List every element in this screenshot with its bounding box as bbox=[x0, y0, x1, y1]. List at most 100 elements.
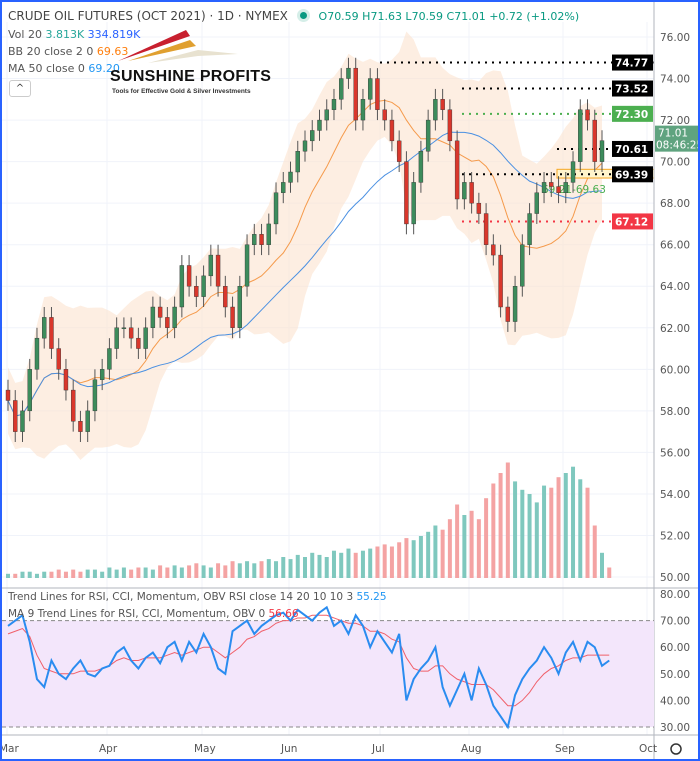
volume-bar bbox=[534, 502, 539, 578]
price-tick: 54.00 bbox=[660, 489, 690, 501]
volume-bar bbox=[165, 567, 170, 578]
rsi-line bbox=[7, 605, 610, 730]
volume-bar bbox=[237, 563, 242, 578]
volume-bar bbox=[27, 571, 32, 578]
candle bbox=[201, 275, 206, 297]
candle bbox=[56, 348, 61, 370]
candle bbox=[367, 78, 373, 100]
candle bbox=[5, 389, 11, 401]
last-price: 71.01 bbox=[658, 128, 688, 140]
volume-bar bbox=[92, 569, 97, 578]
volume-bar bbox=[172, 565, 177, 578]
volume-bar bbox=[310, 552, 315, 578]
candle bbox=[534, 192, 540, 214]
candle bbox=[194, 286, 199, 297]
legend-label: BB 20 close 2 0 bbox=[8, 45, 94, 58]
price-label: 72.30 bbox=[615, 109, 648, 121]
price-tick: 56.00 bbox=[660, 447, 690, 459]
rsi-tick: 40.00 bbox=[660, 695, 690, 707]
volume-bar bbox=[187, 565, 192, 578]
candle bbox=[143, 327, 148, 349]
volume-bar bbox=[136, 567, 141, 578]
legend-ma[interactable]: MA 50 close 0 69.20 bbox=[8, 62, 120, 75]
volume-bar bbox=[556, 477, 561, 578]
volume-bar bbox=[404, 538, 409, 578]
legend-rsi-ma[interactable]: MA 9 Trend Lines for RSI, CCI, Momentum,… bbox=[8, 608, 299, 620]
legend-bb[interactable]: BB 20 close 2 0 69.63 bbox=[8, 45, 128, 58]
volume-bar bbox=[418, 536, 423, 578]
volume-bar bbox=[85, 569, 90, 578]
candle bbox=[288, 171, 293, 183]
volume-bar bbox=[433, 525, 438, 578]
volume-bar bbox=[252, 563, 257, 578]
volume-bar bbox=[375, 546, 380, 578]
price-label-bg bbox=[612, 213, 653, 230]
volume-bar bbox=[542, 485, 547, 578]
collapse-legend-button[interactable]: ^ bbox=[9, 80, 31, 97]
last-price-bg bbox=[655, 125, 698, 152]
price-tick: 76.00 bbox=[660, 32, 690, 44]
legend-value: 69.20 bbox=[88, 62, 120, 75]
legend-volume[interactable]: Vol 20 3.813K 334.819K bbox=[8, 28, 140, 41]
volume-bar bbox=[353, 552, 358, 578]
price-label: 67.12 bbox=[615, 216, 648, 228]
candle bbox=[549, 182, 554, 187]
volume-bar bbox=[368, 548, 373, 578]
price-label: 69.39 bbox=[615, 169, 648, 181]
volume-bar bbox=[208, 567, 213, 578]
bb-basis-line bbox=[7, 99, 603, 417]
candle bbox=[469, 182, 474, 204]
price-label: 70.61 bbox=[615, 144, 648, 156]
volume-bar bbox=[245, 561, 250, 578]
candle bbox=[302, 140, 308, 152]
legend-label: Trend Lines for RSI, CCI, Momentum, OBV … bbox=[8, 591, 354, 603]
price-label: 73.52 bbox=[615, 84, 648, 96]
volume-bar bbox=[194, 563, 199, 578]
volume-bar bbox=[259, 561, 264, 578]
candle bbox=[165, 317, 170, 328]
candle bbox=[27, 369, 32, 412]
symbol-title[interactable]: CRUDE OIL FUTURES (OCT 2021) · 1D · NYME… bbox=[8, 9, 579, 23]
volume-bar bbox=[78, 571, 83, 578]
candle bbox=[425, 119, 431, 152]
time-tick: Apr bbox=[99, 743, 118, 755]
volume-bar bbox=[360, 550, 365, 578]
candle bbox=[20, 410, 25, 432]
candle bbox=[454, 140, 460, 200]
candle bbox=[520, 244, 525, 287]
candle bbox=[63, 369, 69, 391]
candle bbox=[230, 306, 235, 328]
candle bbox=[215, 254, 221, 287]
volume-bar bbox=[100, 571, 105, 578]
price-tick: 70.00 bbox=[660, 157, 690, 169]
time-tick: Jun bbox=[280, 743, 297, 755]
legend-rsi[interactable]: Trend Lines for RSI, CCI, Momentum, OBV … bbox=[8, 591, 387, 603]
price-tick: 50.00 bbox=[660, 572, 690, 584]
volume-bar bbox=[49, 571, 54, 578]
volume-bar bbox=[331, 550, 336, 578]
candle bbox=[476, 202, 482, 214]
candle bbox=[585, 109, 590, 121]
logo-rays-icon bbox=[118, 30, 238, 63]
candle bbox=[404, 161, 409, 225]
legend-value: 55.25 bbox=[356, 591, 387, 603]
candle bbox=[34, 337, 40, 370]
volume-bar bbox=[295, 554, 300, 578]
volume-bar bbox=[505, 462, 510, 578]
candle bbox=[114, 327, 119, 349]
candle bbox=[527, 213, 532, 245]
rsi-tick: 70.00 bbox=[660, 616, 690, 628]
legend-value: 69.63 bbox=[96, 45, 129, 58]
volume-bar bbox=[476, 519, 481, 578]
volume-bar bbox=[324, 557, 329, 578]
sunshine-profits-logo: SUNSHINE PROFITS Tools for Effective Gol… bbox=[108, 26, 271, 108]
volume-bar bbox=[426, 531, 431, 578]
volume-bar bbox=[607, 567, 612, 578]
candle bbox=[70, 389, 76, 422]
time-tick: May bbox=[194, 743, 216, 755]
candle bbox=[389, 119, 395, 142]
candle bbox=[447, 109, 453, 142]
settings-gear-icon[interactable] bbox=[670, 743, 682, 755]
candle bbox=[556, 186, 561, 193]
